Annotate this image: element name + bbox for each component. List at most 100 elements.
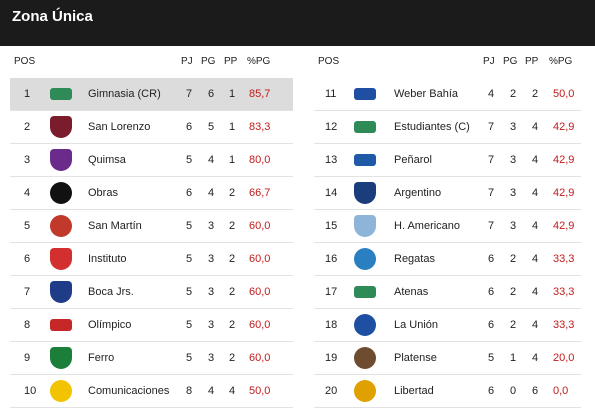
lost-count: 2 [229, 319, 235, 331]
row-position: 11 [325, 88, 336, 100]
table-row[interactable]: 6 Instituto 5 3 2 60,0 [10, 243, 293, 276]
col-header-pos: POS [318, 56, 339, 67]
table-header-left: POS PJ PG PP %PG [10, 54, 293, 71]
row-position: 13 [325, 154, 337, 166]
table-row[interactable]: 13 Peñarol 7 3 4 42,9 [314, 144, 581, 177]
lost-count: 4 [532, 220, 538, 232]
lost-count: 6 [532, 385, 538, 397]
row-position: 18 [325, 319, 337, 331]
table-row[interactable]: 19 Platense 5 1 4 20,0 [314, 342, 581, 375]
ferro-crest-icon [50, 347, 72, 369]
table-row[interactable]: 8 Olímpico 5 3 2 60,0 [10, 309, 293, 342]
row-position: 15 [325, 220, 337, 232]
win-percentage: 42,9 [553, 187, 574, 199]
table-row[interactable]: 3 Quimsa 5 4 1 80,0 [10, 144, 293, 177]
team-name: Obras [88, 187, 118, 199]
won-count: 3 [208, 286, 214, 298]
table-row[interactable]: 10 Comunicaciones 8 4 4 50,0 [10, 375, 293, 408]
lost-count: 2 [229, 220, 235, 232]
table-row[interactable]: 7 Boca Jrs. 5 3 2 60,0 [10, 276, 293, 309]
win-percentage: 20,0 [553, 352, 574, 364]
team-name: Gimnasia (CR) [88, 88, 161, 100]
standings-rows-right: 11 Weber Bahía 4 2 2 50,0 12 Estudiantes (C) 7 3 4… [314, 78, 581, 408]
col-header-pg: PG [201, 56, 215, 67]
won-count: 3 [510, 220, 516, 232]
table-row[interactable]: 16 Regatas 6 2 4 33,3 [314, 243, 581, 276]
lost-count: 2 [229, 352, 235, 364]
comunicaciones-crest-icon [50, 380, 72, 402]
won-count: 4 [208, 385, 214, 397]
played-count: 5 [488, 352, 494, 364]
played-count: 6 [488, 385, 494, 397]
table-row[interactable]: 4 Obras 6 4 2 66,7 [10, 177, 293, 210]
lost-count: 4 [532, 187, 538, 199]
col-header-pj: PJ [483, 56, 495, 67]
row-position: 8 [24, 319, 30, 331]
platense-crest-icon [354, 347, 376, 369]
win-percentage: 33,3 [553, 253, 574, 265]
win-percentage: 33,3 [553, 286, 574, 298]
col-header-pos: POS [14, 56, 35, 67]
team-name: Argentino [394, 187, 441, 199]
won-count: 3 [208, 352, 214, 364]
played-count: 7 [488, 154, 494, 166]
atenas-crest-icon [354, 286, 376, 298]
row-position: 7 [24, 286, 30, 298]
table-row[interactable]: 1 Gimnasia (CR) 7 6 1 85,7 [10, 78, 293, 111]
obras-crest-icon [50, 182, 72, 204]
row-position: 14 [325, 187, 337, 199]
row-position: 12 [325, 121, 337, 133]
argentino-crest-icon [354, 182, 376, 204]
played-count: 7 [488, 187, 494, 199]
win-percentage: 60,0 [249, 319, 270, 331]
weber-bahia-crest-icon [354, 88, 376, 100]
col-header-pct: %PG [247, 56, 270, 67]
row-position: 17 [325, 286, 337, 298]
lost-count: 4 [532, 319, 538, 331]
row-position: 3 [24, 154, 30, 166]
win-percentage: 83,3 [249, 121, 270, 133]
row-position: 4 [24, 187, 30, 199]
played-count: 5 [186, 352, 192, 364]
won-count: 2 [510, 319, 516, 331]
table-row[interactable]: 20 Libertad 6 0 6 0,0 [314, 375, 581, 408]
table-row[interactable]: 2 San Lorenzo 6 5 1 83,3 [10, 111, 293, 144]
won-count: 2 [510, 253, 516, 265]
win-percentage: 66,7 [249, 187, 270, 199]
team-name: Weber Bahía [394, 88, 458, 100]
table-row[interactable]: 12 Estudiantes (C) 7 3 4 42,9 [314, 111, 581, 144]
regatas-crest-icon [354, 248, 376, 270]
table-row[interactable]: 15 H. Americano 7 3 4 42,9 [314, 210, 581, 243]
table-row[interactable]: 11 Weber Bahía 4 2 2 50,0 [314, 78, 581, 111]
row-position: 1 [24, 88, 30, 100]
penarol-crest-icon [354, 154, 376, 166]
win-percentage: 60,0 [249, 352, 270, 364]
team-name: Boca Jrs. [88, 286, 134, 298]
row-position: 20 [325, 385, 337, 397]
row-position: 9 [24, 352, 30, 364]
won-count: 4 [208, 154, 214, 166]
estudiantes-crest-icon [354, 121, 376, 133]
lost-count: 4 [532, 286, 538, 298]
team-name: San Martín [88, 220, 142, 232]
played-count: 6 [488, 253, 494, 265]
win-percentage: 42,9 [553, 220, 574, 232]
team-name: Olímpico [88, 319, 131, 331]
table-row[interactable]: 14 Argentino 7 3 4 42,9 [314, 177, 581, 210]
table-row[interactable]: 17 Atenas 6 2 4 33,3 [314, 276, 581, 309]
lost-count: 4 [532, 154, 538, 166]
team-name: Comunicaciones [88, 385, 169, 397]
win-percentage: 50,0 [553, 88, 574, 100]
lost-count: 4 [532, 352, 538, 364]
team-name: Estudiantes (C) [394, 121, 470, 133]
instituto-crest-icon [50, 248, 72, 270]
row-position: 6 [24, 253, 30, 265]
team-name: H. Americano [394, 220, 460, 232]
col-header-pct: %PG [549, 56, 572, 67]
table-row[interactable]: 18 La Unión 6 2 4 33,3 [314, 309, 581, 342]
team-name: Atenas [394, 286, 428, 298]
team-name: Peñarol [394, 154, 432, 166]
team-name: San Lorenzo [88, 121, 150, 133]
table-row[interactable]: 5 San Martín 5 3 2 60,0 [10, 210, 293, 243]
table-row[interactable]: 9 Ferro 5 3 2 60,0 [10, 342, 293, 375]
